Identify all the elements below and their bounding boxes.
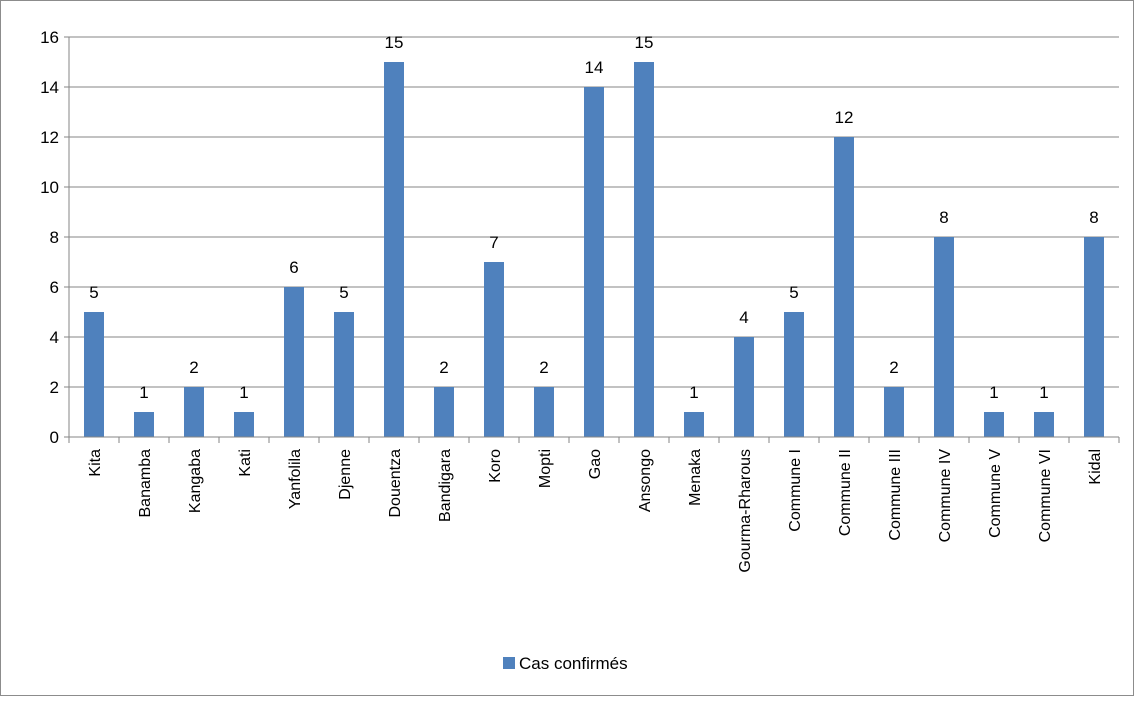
x-tick-label: Commune IV [937, 449, 954, 543]
data-label: 7 [489, 233, 498, 252]
y-tick-label: 10 [40, 178, 59, 197]
bar [834, 137, 854, 437]
data-label: 14 [585, 58, 604, 77]
data-label: 5 [789, 283, 798, 302]
x-tick-label: Douentza [387, 449, 404, 518]
x-tick-label: Djenne [337, 449, 354, 500]
x-tick-label: Bandigara [437, 449, 454, 522]
data-label: 1 [1039, 383, 1048, 402]
bar [434, 387, 454, 437]
y-tick-label: 2 [50, 378, 59, 397]
data-label: 1 [689, 383, 698, 402]
x-tick-label: Ansongo [637, 449, 654, 512]
data-label: 2 [889, 358, 898, 377]
bar [1034, 412, 1054, 437]
data-label: 15 [385, 33, 404, 52]
data-label: 15 [635, 33, 654, 52]
y-tick-label: 4 [50, 328, 59, 347]
x-tick-label: Koro [487, 449, 504, 483]
legend: Cas confirmés [503, 654, 628, 673]
bars [84, 62, 1104, 437]
bar [184, 387, 204, 437]
y-tick-label: 8 [50, 228, 59, 247]
bar [484, 262, 504, 437]
x-tick-label: Commune II [837, 449, 854, 536]
x-tick-label: Mopti [537, 449, 554, 488]
bar [534, 387, 554, 437]
x-tick-label: Gao [587, 449, 604, 479]
bar [584, 87, 604, 437]
bar [734, 337, 754, 437]
legend-item: Cas confirmés [503, 654, 628, 673]
data-label: 2 [539, 358, 548, 377]
bar [1084, 237, 1104, 437]
data-label: 6 [289, 258, 298, 277]
y-tick-label: 12 [40, 128, 59, 147]
y-axis-ticks: 0 2 4 6 8 10 12 14 16 [40, 28, 59, 447]
bar [284, 287, 304, 437]
bar [684, 412, 704, 437]
data-label: 8 [1089, 208, 1098, 227]
x-tick-label: Kita [87, 449, 104, 477]
data-label: 2 [189, 358, 198, 377]
data-label: 8 [939, 208, 948, 227]
data-label: 5 [339, 283, 348, 302]
bar [784, 312, 804, 437]
bar [84, 312, 104, 437]
x-tick-label: Kidal [1087, 449, 1104, 485]
x-tick-label: Commune V [987, 449, 1004, 538]
x-tick-label: Menaka [687, 449, 704, 506]
data-label: 4 [739, 308, 748, 327]
y-tick-label: 14 [40, 78, 59, 97]
y-tick-label: 0 [50, 428, 59, 447]
bar [934, 237, 954, 437]
data-label: 1 [139, 383, 148, 402]
bar [234, 412, 254, 437]
bar [884, 387, 904, 437]
y-tick-label: 16 [40, 28, 59, 47]
x-tick-label: Kangaba [187, 449, 204, 513]
x-tick-label: Commune VI [1037, 449, 1054, 542]
x-tick-label: Kati [237, 449, 254, 477]
x-tick-label: Banamba [137, 449, 154, 518]
x-tick-label: Yanfolila [287, 449, 304, 509]
x-axis-ticks: Kita Banamba Kangaba Kati Yanfolila Djenne Dou… [87, 449, 1104, 573]
legend-swatch [503, 657, 515, 669]
data-label: 5 [89, 283, 98, 302]
data-label: 1 [239, 383, 248, 402]
legend-label: Cas confirmés [519, 654, 628, 673]
x-tick-label: Gourma-Rharous [737, 449, 754, 573]
y-tick-label: 6 [50, 278, 59, 297]
bar [984, 412, 1004, 437]
bar [134, 412, 154, 437]
bar [334, 312, 354, 437]
data-label: 12 [835, 108, 854, 127]
data-label: 1 [989, 383, 998, 402]
x-tick-label: Commune I [787, 449, 804, 532]
data-label: 2 [439, 358, 448, 377]
bar [634, 62, 654, 437]
bar [384, 62, 404, 437]
axes [64, 36, 1120, 443]
x-tick-label: Commune III [887, 449, 904, 541]
